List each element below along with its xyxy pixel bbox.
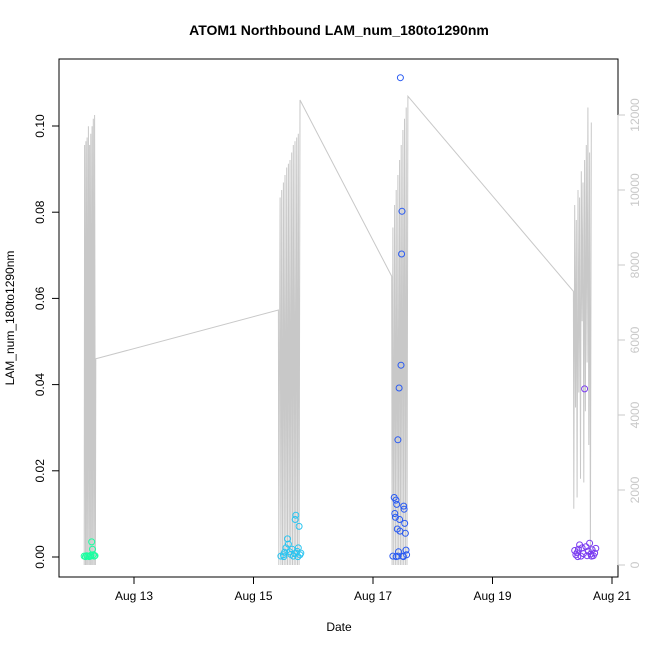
x-tick-label: Aug 19 [473, 589, 511, 603]
data-point [392, 496, 400, 504]
background-trace-layer [83, 94, 592, 566]
y2-axis: 0 2000 4000 6000 8000 10000 12000 [617, 98, 642, 568]
y2-tick-label: 8000 [628, 251, 642, 278]
y-tick-label: 0.04 [33, 373, 47, 397]
chart-title: ATOM1 Northbound LAM_num_180to1290nm [189, 22, 489, 38]
data-point [398, 207, 406, 215]
data-point [294, 553, 302, 561]
data-point [586, 539, 594, 547]
data-point [292, 511, 300, 519]
y-tick-label: 0.02 [33, 459, 47, 483]
data-point [398, 250, 406, 258]
data-point [574, 553, 582, 561]
data-point [401, 519, 409, 527]
data-point [87, 551, 95, 559]
data-point [394, 552, 402, 560]
data-point [396, 74, 404, 82]
y-tick-label: 0.06 [33, 286, 47, 310]
y2-tick-label: 0 [628, 561, 642, 568]
data-point [281, 548, 289, 556]
data-point [403, 551, 411, 559]
data-point [574, 545, 582, 553]
y-tick-label: 0.08 [33, 200, 47, 224]
data-point [393, 500, 401, 508]
y2-tick-label: 4000 [628, 401, 642, 428]
y2-tick-label: 6000 [628, 326, 642, 353]
data-point [402, 546, 410, 554]
data-point [280, 553, 288, 561]
x-axis-label: Date [326, 620, 352, 634]
data-point [400, 505, 408, 513]
y-tick-label: 0.10 [33, 114, 47, 138]
data-point [571, 547, 579, 554]
y2-tick-label: 12000 [628, 98, 642, 132]
data-point [588, 552, 595, 560]
x-tick-label: Aug 15 [234, 589, 272, 603]
data-point [396, 516, 404, 523]
background-trace-line [83, 94, 592, 566]
data-point [295, 522, 303, 530]
y-tick-label: 0.00 [33, 545, 47, 569]
data-point [400, 502, 408, 510]
data-point [394, 436, 402, 444]
data-point [395, 384, 403, 392]
data-point [291, 516, 299, 523]
data-point [581, 385, 589, 393]
data-point [397, 361, 405, 369]
data-point [592, 544, 600, 552]
y2-tick-label: 10000 [628, 173, 642, 207]
x-tick-label: Aug 13 [115, 589, 153, 603]
points-layer [80, 74, 600, 561]
data-point [91, 552, 99, 560]
x-tick-label: Aug 17 [354, 589, 392, 603]
data-point [399, 553, 407, 561]
data-point [284, 535, 291, 543]
data-point [88, 538, 96, 546]
data-point [401, 529, 409, 537]
data-point [391, 510, 399, 517]
data-point [389, 552, 397, 560]
plot-frame [58, 58, 619, 578]
x-tick-label: Aug 21 [593, 589, 631, 603]
y2-tick-label: 2000 [628, 476, 642, 503]
y-axis-label: LAM_num_180to1290nm [3, 251, 17, 386]
data-point [391, 513, 399, 521]
data-point [284, 540, 292, 548]
y-axis: 0.00 0.02 0.04 0.06 0.08 0.10 [33, 114, 60, 569]
x-axis: Aug 13 Aug 15 Aug 17 Aug 19 Aug 21 [115, 576, 631, 603]
